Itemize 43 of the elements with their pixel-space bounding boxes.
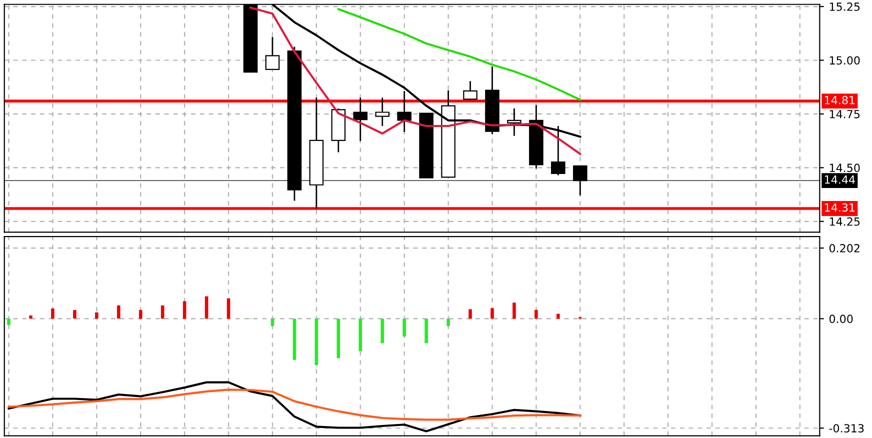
bar (73, 310, 76, 319)
candlestick (265, 36, 280, 70)
bar (512, 302, 516, 319)
bar (292, 318, 296, 360)
bar (380, 318, 384, 344)
y-tick-label: -0.313 (829, 424, 864, 432)
bar (490, 308, 494, 319)
line-series (337, 8, 582, 101)
bar (270, 318, 274, 326)
bar (446, 318, 450, 326)
y-tick-label: 14.75 (830, 110, 860, 118)
candlestick (353, 96, 368, 142)
candlestick (463, 80, 478, 100)
y-tick-label: 15.00 (830, 56, 860, 65)
ref-line-label: 14.81 (824, 96, 855, 104)
y-tick-label: 0.202 (829, 244, 860, 252)
bar (424, 318, 428, 344)
bar (51, 308, 54, 319)
line-series (249, 6, 582, 155)
bar (402, 318, 406, 337)
ref-line-label: 14.31 (824, 203, 855, 212)
bar (556, 314, 560, 319)
bar (226, 298, 230, 319)
bar (358, 318, 362, 352)
candlestick (397, 90, 412, 133)
bar (182, 301, 186, 319)
y-tick-label: 14.50 (830, 164, 860, 172)
y-tick-label: 15.25 (830, 2, 860, 11)
y-tick-label: 14.25 (830, 217, 860, 226)
bar (29, 316, 32, 319)
bar (95, 312, 98, 319)
line-series (8, 388, 582, 421)
line-series (8, 381, 582, 432)
ref-line-label: 14.44 (824, 176, 855, 184)
bar (534, 310, 538, 319)
bar (116, 305, 120, 319)
bar (468, 309, 472, 319)
candlestick (375, 96, 390, 127)
bar (336, 318, 340, 358)
y-tick-label: 0.00 (829, 314, 853, 324)
bar (138, 310, 142, 319)
bar (7, 318, 10, 325)
bar (314, 318, 318, 366)
